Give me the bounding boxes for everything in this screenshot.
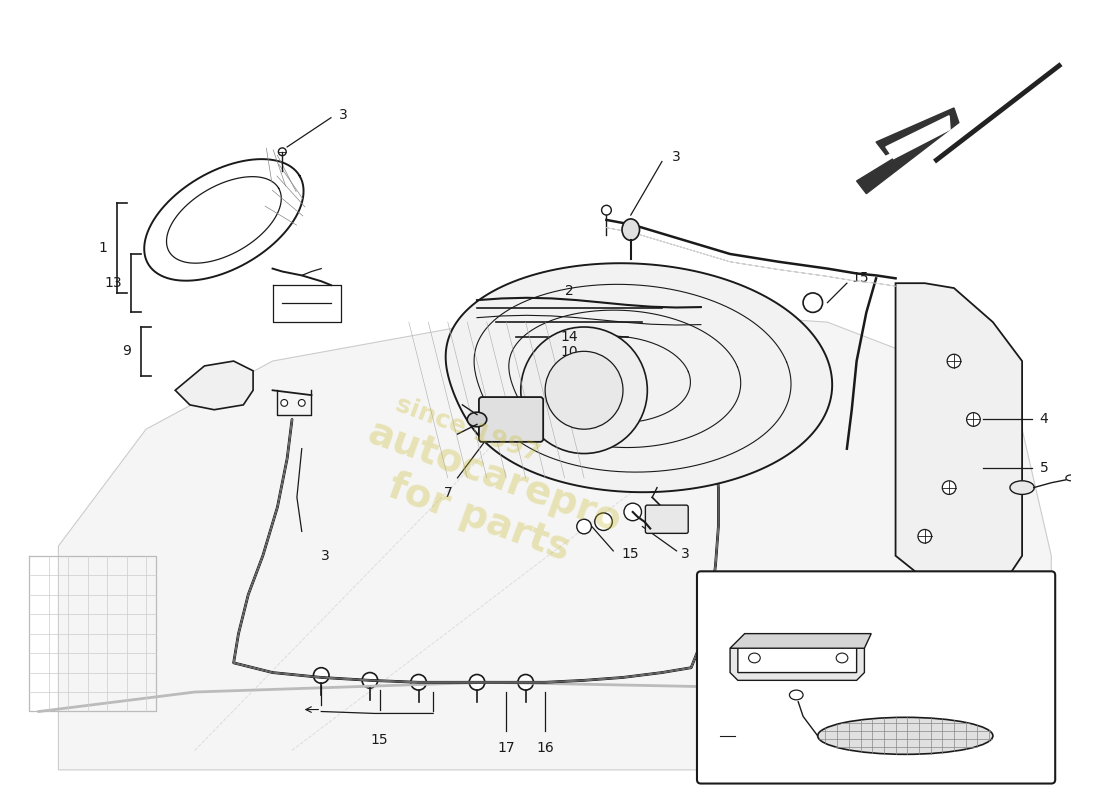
FancyBboxPatch shape: [646, 505, 689, 534]
Text: 1: 1: [98, 241, 107, 255]
Polygon shape: [886, 116, 950, 158]
Text: 10: 10: [561, 345, 579, 358]
Text: 15: 15: [621, 547, 639, 561]
Ellipse shape: [595, 513, 613, 530]
Text: 7: 7: [443, 486, 452, 500]
Text: 13: 13: [104, 276, 122, 290]
Ellipse shape: [470, 674, 485, 690]
Ellipse shape: [947, 354, 960, 368]
Text: 11: 11: [703, 729, 720, 743]
Polygon shape: [857, 108, 959, 194]
Ellipse shape: [790, 690, 803, 700]
FancyBboxPatch shape: [478, 397, 543, 442]
Ellipse shape: [1066, 475, 1076, 481]
Text: since 1997: since 1997: [392, 392, 542, 466]
Polygon shape: [175, 361, 253, 410]
Text: 3: 3: [672, 150, 681, 164]
Ellipse shape: [314, 668, 329, 683]
Ellipse shape: [280, 399, 287, 406]
Ellipse shape: [749, 653, 760, 663]
Text: 6: 6: [728, 690, 737, 704]
Polygon shape: [730, 634, 871, 648]
Ellipse shape: [803, 293, 823, 312]
Text: 12: 12: [703, 646, 720, 660]
Text: 5: 5: [1040, 461, 1048, 475]
Ellipse shape: [943, 481, 956, 494]
Ellipse shape: [468, 412, 486, 426]
FancyBboxPatch shape: [697, 571, 1055, 783]
Ellipse shape: [1010, 481, 1034, 494]
Ellipse shape: [518, 674, 534, 690]
Text: 15: 15: [851, 271, 869, 286]
Ellipse shape: [624, 503, 641, 521]
Polygon shape: [895, 283, 1022, 594]
Polygon shape: [58, 312, 1052, 770]
Text: 3: 3: [339, 108, 348, 122]
Text: 16: 16: [536, 741, 554, 754]
Text: autocarepro
for parts: autocarepro for parts: [348, 413, 626, 582]
Ellipse shape: [967, 413, 980, 426]
Ellipse shape: [817, 718, 993, 754]
Ellipse shape: [917, 530, 932, 543]
Ellipse shape: [278, 148, 286, 156]
Text: Vale per USA, CDN e Golfo: Vale per USA, CDN e Golfo: [763, 589, 989, 604]
Polygon shape: [730, 648, 865, 680]
Text: 2: 2: [565, 284, 574, 298]
Ellipse shape: [546, 351, 623, 430]
Ellipse shape: [836, 653, 848, 663]
Text: Valid for USA, CDN and Gulf: Valid for USA, CDN and Gulf: [757, 609, 994, 624]
Text: 3: 3: [321, 549, 330, 562]
Text: 14: 14: [561, 330, 579, 344]
Text: 17: 17: [497, 741, 515, 754]
Ellipse shape: [576, 519, 592, 534]
Text: 15: 15: [371, 733, 388, 747]
Ellipse shape: [298, 399, 305, 406]
Ellipse shape: [602, 206, 612, 215]
Ellipse shape: [410, 674, 427, 690]
Text: 9: 9: [122, 344, 131, 358]
Ellipse shape: [520, 327, 647, 454]
Ellipse shape: [621, 219, 639, 240]
Text: 3: 3: [681, 547, 690, 561]
Text: 4: 4: [1040, 413, 1048, 426]
Polygon shape: [446, 263, 833, 492]
Ellipse shape: [362, 673, 377, 688]
